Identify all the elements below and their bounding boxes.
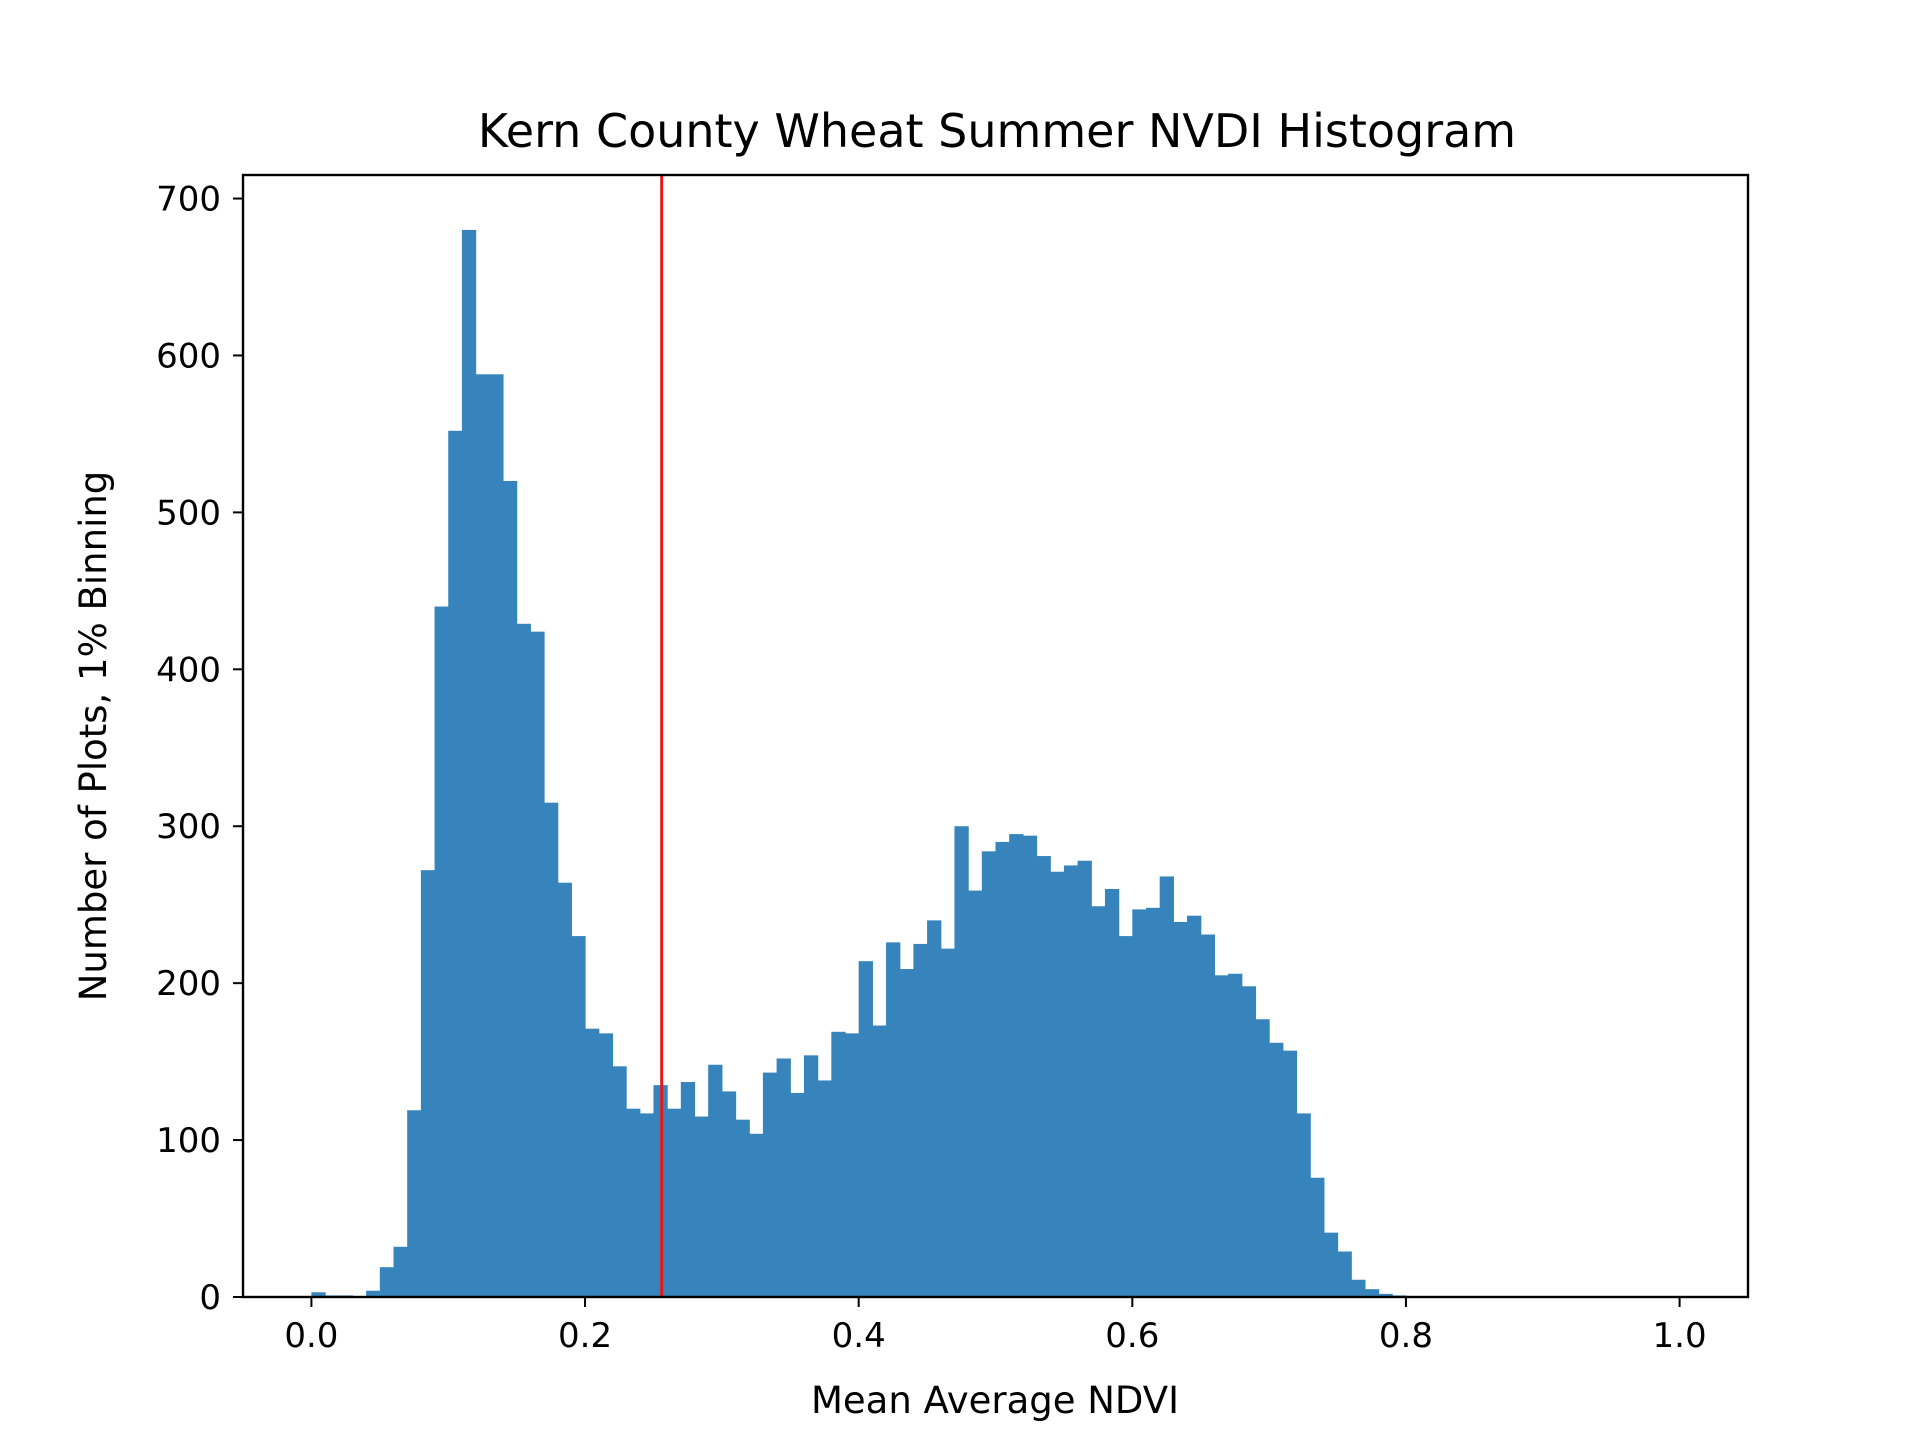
histogram-bar <box>475 374 490 1297</box>
histogram-bar <box>776 1058 791 1297</box>
histogram-bar <box>585 1028 600 1297</box>
histogram-bar <box>598 1033 614 1297</box>
histogram-bar <box>1241 986 1257 1297</box>
histogram-bar <box>1091 906 1106 1297</box>
histogram-bar <box>1159 876 1174 1297</box>
y-tick-label: 200 <box>156 964 221 1004</box>
histogram-bar <box>1077 860 1092 1297</box>
x-axis-label: Mean Average NDVI <box>811 1379 1179 1422</box>
histogram-bar <box>420 870 436 1297</box>
chart-title: Kern County Wheat Summer NVDI Histogram <box>478 104 1516 158</box>
histogram-bar <box>489 374 504 1297</box>
histogram-bar <box>968 890 983 1297</box>
histogram-bar <box>502 481 518 1297</box>
histogram-bar <box>407 1110 422 1297</box>
histogram-bar <box>557 882 572 1297</box>
y-tick-label: 400 <box>156 650 221 690</box>
histogram-bar <box>1282 1050 1298 1297</box>
histogram-bar <box>1050 871 1065 1297</box>
x-tick-label: 0.8 <box>1379 1316 1433 1356</box>
histogram-bar <box>626 1108 641 1297</box>
histogram-bar <box>680 1082 696 1297</box>
y-tick-label: 600 <box>156 336 221 376</box>
histogram-bar <box>1146 907 1161 1297</box>
histogram-bar <box>749 1133 764 1297</box>
x-tick-label: 0.2 <box>558 1316 612 1356</box>
histogram-bar <box>366 1290 381 1297</box>
histogram-bar <box>762 1072 778 1297</box>
histogram-bar <box>639 1113 655 1297</box>
histogram-bar <box>694 1116 709 1297</box>
histogram-bar <box>831 1031 846 1297</box>
histogram-bar <box>1118 936 1133 1297</box>
x-tick-label: 0.4 <box>832 1316 886 1356</box>
histogram-bar <box>1200 934 1216 1297</box>
histogram-bar <box>1022 835 1038 1297</box>
histogram-bar <box>735 1119 750 1297</box>
histogram-bar <box>1310 1177 1325 1297</box>
x-tick-label: 0.0 <box>284 1316 338 1356</box>
histogram-bar <box>1104 889 1120 1297</box>
y-tick-label: 100 <box>156 1121 221 1161</box>
y-axis-label: Number of Plots, 1% Binning <box>72 471 115 1002</box>
histogram-bar <box>817 1080 832 1297</box>
y-tick-label: 300 <box>156 807 221 847</box>
histogram-bar <box>434 606 449 1297</box>
histogram-bar <box>1036 856 1051 1297</box>
x-axis-ticks: 0.0 0.2 0.4 0.6 0.8 1.0 <box>284 1297 1707 1356</box>
y-tick-label: 500 <box>156 493 221 533</box>
histogram-bar <box>667 1108 682 1297</box>
histogram-bar <box>981 851 997 1297</box>
histogram-bar <box>516 623 531 1297</box>
histogram-bar <box>448 430 463 1297</box>
histogram-bar <box>1337 1251 1352 1297</box>
histogram-bar <box>1173 921 1188 1297</box>
histogram-bar <box>927 920 942 1297</box>
histogram-bar <box>544 802 559 1297</box>
histogram-bar <box>1296 1113 1311 1297</box>
histogram-bar <box>995 841 1010 1297</box>
y-axis-ticks: 0 100 200 300 400 500 600 700 <box>156 180 243 1318</box>
histogram-bar <box>845 1033 860 1297</box>
histogram-bar <box>803 1055 819 1297</box>
histogram-bar <box>1132 909 1147 1297</box>
histogram-bar <box>858 961 873 1297</box>
histogram-bar <box>790 1093 805 1297</box>
y-tick-label: 0 <box>199 1278 221 1318</box>
histogram-bar <box>571 936 586 1297</box>
histogram-bar <box>1364 1289 1380 1297</box>
histogram-bar <box>1255 1019 1270 1297</box>
histogram-bar <box>461 229 477 1297</box>
histogram-bar <box>721 1091 737 1297</box>
histogram-bar <box>1009 834 1024 1297</box>
x-tick-label: 0.6 <box>1105 1316 1159 1356</box>
histogram-bars <box>311 229 1407 1297</box>
histogram-bar <box>899 969 915 1297</box>
histogram-bar <box>1187 915 1202 1297</box>
histogram-bar <box>379 1267 395 1297</box>
y-tick-label: 700 <box>156 180 221 220</box>
histogram-bar <box>1063 865 1079 1297</box>
histogram-bar <box>1378 1293 1393 1297</box>
histogram-bar <box>886 942 901 1297</box>
plot-frame <box>241 173 1750 1299</box>
histogram-bar <box>708 1064 723 1297</box>
histogram-bar <box>1323 1232 1339 1297</box>
histogram-bar <box>1351 1279 1366 1297</box>
histogram-bar <box>954 826 969 1297</box>
histogram-bar <box>311 1292 326 1297</box>
histogram-bar <box>530 631 545 1297</box>
histogram-bar <box>393 1246 408 1297</box>
histogram-bar <box>1269 1042 1284 1297</box>
histogram-bar <box>1214 975 1229 1297</box>
histogram-bar <box>612 1066 627 1297</box>
x-tick-label: 1.0 <box>1653 1316 1707 1356</box>
histogram-bar <box>913 943 928 1297</box>
histogram-bar <box>1228 973 1243 1297</box>
histogram-bar <box>940 948 956 1297</box>
histogram-bar <box>872 1025 887 1297</box>
